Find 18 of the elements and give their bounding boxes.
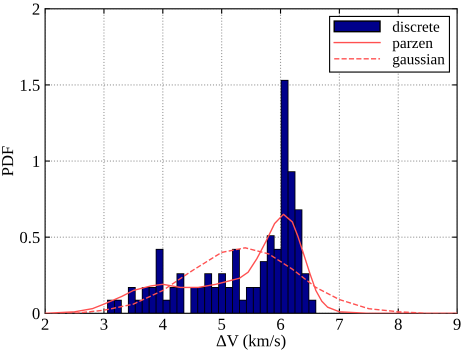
legend-label: gaussian [392,54,445,68]
x-tick-label: 6 [277,318,284,330]
x-tick-label: 9 [453,318,461,330]
legend-label: discrete [392,21,440,32]
y-tick-label: 1.5 [20,80,40,91]
x-tick-label: 7 [336,318,344,330]
y-tick-label: 0.5 [20,232,40,244]
x-tick-label: 8 [394,318,402,330]
legend-label: parzen [392,40,433,52]
x-tick-label: 5 [218,318,226,330]
x-tick-label: 3 [100,318,108,330]
y-tick-label: 2 [32,4,40,15]
y-axis-title: PDF [2,146,14,176]
x-tick-label: 2 [42,318,48,330]
y-tick-label: 0 [32,308,40,320]
y-tick-label: 1 [33,156,40,167]
x-tick-label: 4 [158,318,167,330]
x-axis-title: ΔV (km/s) [216,334,286,350]
